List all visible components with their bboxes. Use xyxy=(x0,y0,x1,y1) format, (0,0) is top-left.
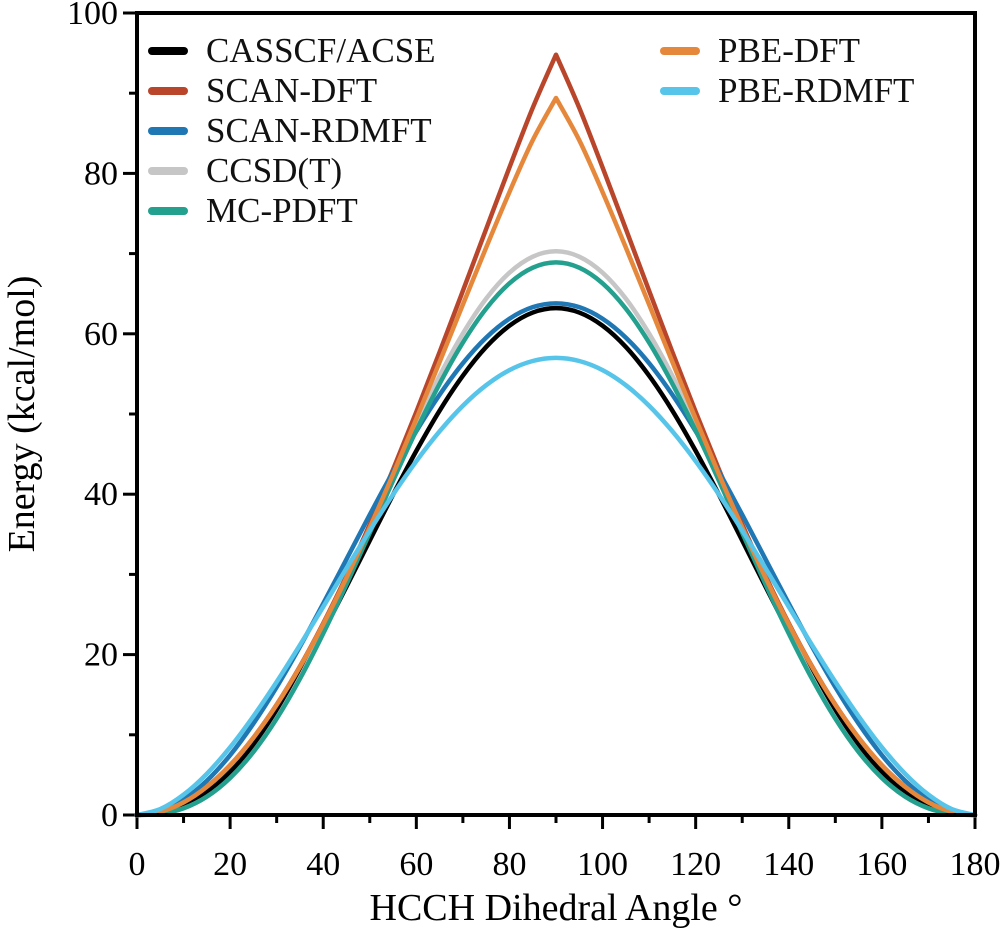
x-tick-label: 80 xyxy=(492,846,526,883)
y-tick-label: 0 xyxy=(101,797,118,834)
y-tick-label: 80 xyxy=(84,155,118,192)
y-tick-label: 60 xyxy=(84,316,118,353)
y-axis-label: Energy (kcal/mol) xyxy=(1,276,43,553)
series-line-pbe-rdmft xyxy=(134,355,978,818)
series-line-scan-rdmft xyxy=(134,301,978,818)
x-tick-label: 140 xyxy=(763,846,814,883)
tick-labels: 0 20 40 60 80 100 120 140 160 180 0 20 40 60 80 100 xyxy=(67,0,1000,883)
x-tick-label: 100 xyxy=(577,846,628,883)
x-tick-label: 120 xyxy=(670,846,721,883)
y-tick-label: 100 xyxy=(67,0,118,32)
x-tick-label: 20 xyxy=(213,846,247,883)
x-tick-label: 0 xyxy=(129,846,146,883)
x-axis-label: HCCH Dihedral Angle ° xyxy=(370,887,743,929)
x-tick-label: 160 xyxy=(856,846,907,883)
y-tick-label: 20 xyxy=(84,637,118,674)
x-tick-label: 180 xyxy=(950,846,1000,883)
plot-frame xyxy=(135,11,977,817)
x-tick-label: 60 xyxy=(399,846,433,883)
series-lines xyxy=(134,52,978,818)
series-line-pbe-dft xyxy=(134,95,978,818)
series-line-mc-pdft xyxy=(134,260,978,818)
axis-titles: HCCH Dihedral Angle ° Energy (kcal/mol) xyxy=(1,276,743,929)
y-tick-label: 40 xyxy=(84,476,118,513)
series-line-casscf-acse xyxy=(134,305,978,818)
x-tick-label: 40 xyxy=(306,846,340,883)
